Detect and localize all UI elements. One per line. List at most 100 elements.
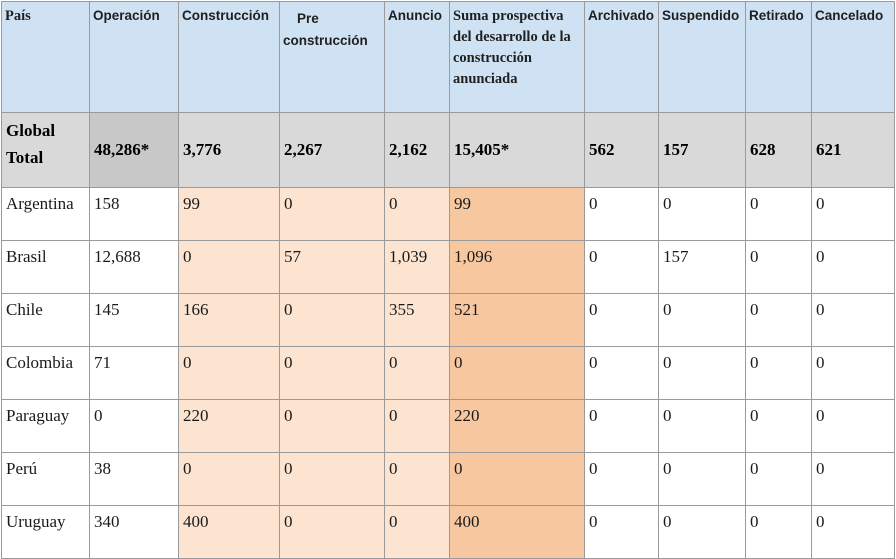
cell-archivado: 0 [584, 187, 659, 241]
cell-pre: 0 [279, 346, 385, 400]
cell-construccion: 400 [178, 505, 280, 559]
table-row: Perú 38 0 0 0 0 0 0 0 0 [1, 452, 895, 506]
table-row: Uruguay 340 400 0 0 400 0 0 0 0 [1, 505, 895, 559]
total-suspendido: 157 [658, 112, 746, 188]
cell-archivado: 0 [584, 293, 659, 347]
header-suma: Suma prospectiva del desarrollo de la co… [449, 1, 585, 113]
cell-retirado: 0 [745, 240, 812, 294]
cell-anuncio: 0 [384, 187, 450, 241]
header-pre-text: Pre construcción [283, 11, 368, 48]
cell-retirado: 0 [745, 346, 812, 400]
cell-retirado: 0 [745, 187, 812, 241]
cell-cancelado: 0 [811, 346, 895, 400]
cell-construccion: 0 [178, 240, 280, 294]
total-construccion: 3,776 [178, 112, 280, 188]
cell-pais: Argentina [1, 187, 90, 241]
cell-cancelado: 0 [811, 399, 895, 453]
cell-retirado: 0 [745, 399, 812, 453]
total-cancelado: 621 [811, 112, 895, 188]
cell-pre: 0 [279, 505, 385, 559]
cell-pre: 0 [279, 187, 385, 241]
cell-retirado: 0 [745, 505, 812, 559]
cell-pais: Chile [1, 293, 90, 347]
header-archivado: Archivado [584, 1, 659, 113]
cell-suma: 1,096 [449, 240, 585, 294]
cell-pais: Uruguay [1, 505, 90, 559]
cell-retirado: 0 [745, 452, 812, 506]
table-row: Chile 145 166 0 355 521 0 0 0 0 [1, 293, 895, 347]
cell-operacion: 71 [89, 346, 179, 400]
header-cancelado: Cancelado [811, 1, 895, 113]
cell-cancelado: 0 [811, 293, 895, 347]
cell-suspendido: 0 [658, 452, 746, 506]
total-operacion: 48,286* [89, 112, 179, 188]
cell-operacion: 145 [89, 293, 179, 347]
header-suspendido: Suspendido [658, 1, 746, 113]
table-row: Brasil 12,688 0 57 1,039 1,096 0 157 0 0 [1, 240, 895, 294]
cell-suspendido: 157 [658, 240, 746, 294]
cell-anuncio: 0 [384, 505, 450, 559]
header-pais: País [1, 1, 90, 113]
cell-operacion: 12,688 [89, 240, 179, 294]
header-row: País Operación Construcción Pre construc… [1, 1, 895, 113]
cell-archivado: 0 [584, 240, 659, 294]
cell-anuncio: 0 [384, 346, 450, 400]
cell-pais: Perú [1, 452, 90, 506]
cell-archivado: 0 [584, 399, 659, 453]
cell-cancelado: 0 [811, 240, 895, 294]
table-row: Colombia 71 0 0 0 0 0 0 0 0 [1, 346, 895, 400]
cell-suspendido: 0 [658, 187, 746, 241]
total-anuncio: 2,162 [384, 112, 450, 188]
cell-suma: 0 [449, 452, 585, 506]
cell-pre: 0 [279, 452, 385, 506]
header-operacion: Operación [89, 1, 179, 113]
cell-suma: 99 [449, 187, 585, 241]
cell-archivado: 0 [584, 452, 659, 506]
cell-pais: Paraguay [1, 399, 90, 453]
header-anuncio: Anuncio [384, 1, 450, 113]
cell-retirado: 0 [745, 293, 812, 347]
cell-anuncio: 0 [384, 399, 450, 453]
cell-pais: Colombia [1, 346, 90, 400]
cell-construccion: 0 [178, 452, 280, 506]
cell-pre: 0 [279, 293, 385, 347]
cell-archivado: 0 [584, 346, 659, 400]
global-total-row: Global Total 48,286* 3,776 2,267 2,162 1… [1, 112, 895, 188]
cell-suspendido: 0 [658, 293, 746, 347]
cell-anuncio: 1,039 [384, 240, 450, 294]
total-retirado: 628 [745, 112, 812, 188]
cell-anuncio: 0 [384, 452, 450, 506]
cell-suma: 521 [449, 293, 585, 347]
cell-pre: 0 [279, 399, 385, 453]
header-pre-construccion: Pre construcción [279, 1, 385, 113]
cell-suspendido: 0 [658, 399, 746, 453]
cell-construccion: 99 [178, 187, 280, 241]
cell-cancelado: 0 [811, 505, 895, 559]
cell-anuncio: 355 [384, 293, 450, 347]
total-pre: 2,267 [279, 112, 385, 188]
cell-operacion: 38 [89, 452, 179, 506]
cell-suma: 220 [449, 399, 585, 453]
cell-suspendido: 0 [658, 505, 746, 559]
header-construccion: Construcción [178, 1, 280, 113]
cell-construccion: 0 [178, 346, 280, 400]
cell-suma: 400 [449, 505, 585, 559]
total-label: Global Total [1, 112, 90, 188]
cell-suma: 0 [449, 346, 585, 400]
cell-pais: Brasil [1, 240, 90, 294]
cell-construccion: 220 [178, 399, 280, 453]
total-archivado: 562 [584, 112, 659, 188]
table-row: Paraguay 0 220 0 0 220 0 0 0 0 [1, 399, 895, 453]
cell-cancelado: 0 [811, 187, 895, 241]
cell-operacion: 0 [89, 399, 179, 453]
cell-suspendido: 0 [658, 346, 746, 400]
cell-operacion: 340 [89, 505, 179, 559]
cell-pre: 57 [279, 240, 385, 294]
table-row: Argentina 158 99 0 0 99 0 0 0 0 [1, 187, 895, 241]
cell-construccion: 166 [178, 293, 280, 347]
cell-operacion: 158 [89, 187, 179, 241]
header-retirado: Retirado [745, 1, 812, 113]
total-suma: 15,405* [449, 112, 585, 188]
cell-cancelado: 0 [811, 452, 895, 506]
cell-archivado: 0 [584, 505, 659, 559]
